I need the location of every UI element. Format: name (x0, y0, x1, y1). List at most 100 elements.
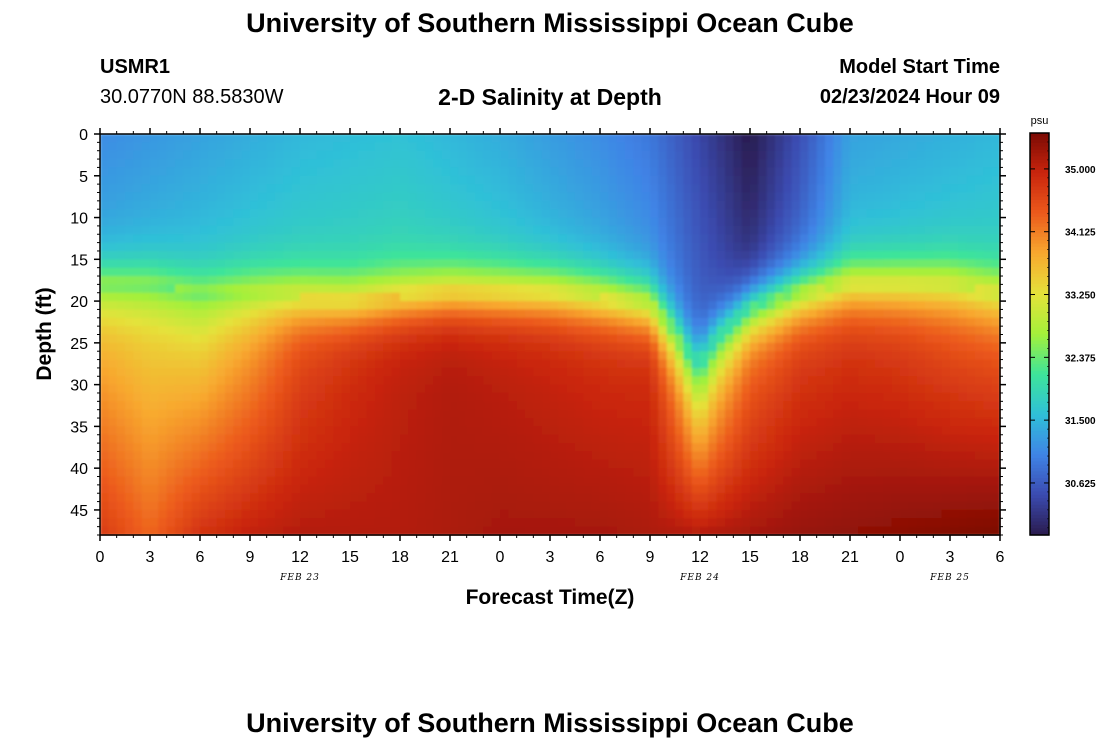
heatmap-cell (508, 317, 518, 327)
heatmap-cell (200, 409, 209, 419)
heatmap-cell (691, 509, 701, 519)
heatmap-cell (758, 384, 768, 394)
heatmap-cell (650, 209, 659, 219)
heatmap-cell (233, 451, 243, 461)
heatmap-cell (650, 351, 659, 361)
heatmap-cell (400, 359, 409, 369)
heatmap-cell (625, 192, 634, 202)
heatmap-cell (791, 359, 801, 369)
heatmap-cell (908, 434, 918, 444)
heatmap-cell (508, 301, 518, 311)
heatmap-cell (933, 342, 943, 352)
heatmap-cell (983, 484, 993, 494)
heatmap-cell (358, 284, 368, 294)
heatmap-cell (508, 217, 518, 227)
heatmap-cell (875, 267, 884, 277)
heatmap-cell (783, 259, 793, 269)
heatmap-cell (191, 234, 201, 244)
heatmap-cell (250, 184, 259, 194)
heatmap-cell (925, 409, 934, 419)
heatmap-cell (616, 225, 626, 235)
heatmap-cell (975, 409, 984, 419)
heatmap-cell (841, 209, 851, 219)
heatmap-cell (425, 276, 434, 285)
heatmap-cell (350, 217, 359, 227)
heatmap-cell (133, 284, 143, 294)
heatmap-cell (583, 468, 593, 478)
heatmap-cell (741, 292, 751, 302)
heatmap-cell (858, 426, 868, 436)
heatmap-cell (933, 267, 943, 277)
heatmap-cell (991, 175, 1001, 185)
heatmap-cell (450, 284, 459, 294)
heatmap-cell (266, 426, 276, 436)
heatmap-cell (733, 309, 743, 319)
heatmap-cell (408, 242, 418, 252)
heatmap-cell (300, 334, 309, 344)
heatmap-cell (433, 284, 443, 294)
heatmap-cell (483, 284, 493, 294)
heatmap-cell (266, 134, 276, 143)
heatmap-cell (516, 493, 526, 503)
heatmap-cell (700, 468, 709, 478)
heatmap-cell (766, 501, 776, 511)
heatmap-cell (233, 392, 243, 402)
heatmap-cell (850, 259, 859, 269)
heatmap-cell (575, 317, 584, 327)
heatmap-cell (241, 284, 251, 294)
heatmap-cell (716, 359, 726, 369)
heatmap-cell (675, 359, 684, 369)
heatmap-cell (533, 351, 543, 361)
heatmap-cell (158, 234, 168, 244)
heatmap-cell (766, 209, 776, 219)
heatmap-cell (566, 367, 576, 377)
heatmap-cell (900, 459, 909, 469)
heatmap-cell (350, 159, 359, 169)
heatmap-cell (683, 434, 693, 444)
heatmap-cell (558, 200, 568, 210)
heatmap-cell (308, 134, 318, 143)
heatmap-cell (100, 326, 109, 336)
heatmap-cell (175, 242, 184, 252)
heatmap-cell (275, 351, 284, 361)
heatmap-cell (900, 451, 909, 461)
heatmap-cell (750, 209, 759, 219)
heatmap-cell (266, 142, 276, 152)
heatmap-cell (158, 334, 168, 344)
heatmap-cell (683, 242, 693, 252)
heatmap-cell (816, 334, 826, 344)
heatmap-cell (641, 301, 651, 311)
heatmap-cell (150, 301, 159, 311)
heatmap-cell (258, 359, 268, 369)
heatmap-cell (650, 267, 659, 277)
heatmap-cell (675, 376, 684, 386)
heatmap-cell (308, 159, 318, 169)
heatmap-cell (150, 259, 159, 269)
heatmap-cell (991, 443, 1001, 453)
heatmap-cell (875, 184, 884, 194)
heatmap-cell (633, 292, 643, 302)
heatmap-cell (458, 409, 468, 419)
heatmap-cell (375, 484, 384, 494)
heatmap-cell (275, 476, 284, 486)
heatmap-cell (216, 443, 226, 453)
heatmap-cell (225, 451, 234, 461)
heatmap-cell (216, 493, 226, 503)
heatmap-cell (883, 484, 893, 494)
heatmap-cell (708, 234, 718, 244)
heatmap-cell (841, 184, 851, 194)
heatmap-cell (541, 443, 551, 453)
heatmap-cell (200, 501, 209, 511)
heatmap-cell (316, 225, 326, 235)
heatmap-cell (791, 142, 801, 152)
heatmap-cell (650, 200, 659, 210)
heatmap-cell (650, 259, 659, 269)
heatmap-cell (816, 401, 826, 411)
heatmap-cell (150, 142, 159, 152)
heatmap-cell (141, 209, 151, 219)
heatmap-cell (175, 284, 184, 294)
heatmap-cell (341, 384, 351, 394)
heatmap-cell (425, 250, 434, 260)
heatmap-cell (833, 217, 843, 227)
heatmap-cell (383, 184, 393, 194)
